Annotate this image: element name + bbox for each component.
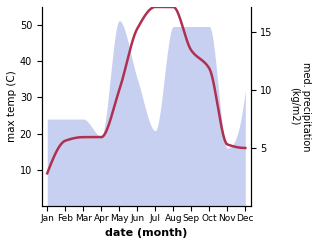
Y-axis label: max temp (C): max temp (C): [7, 71, 17, 142]
Y-axis label: med. precipitation
(kg/m2): med. precipitation (kg/m2): [289, 62, 311, 151]
X-axis label: date (month): date (month): [105, 228, 187, 238]
